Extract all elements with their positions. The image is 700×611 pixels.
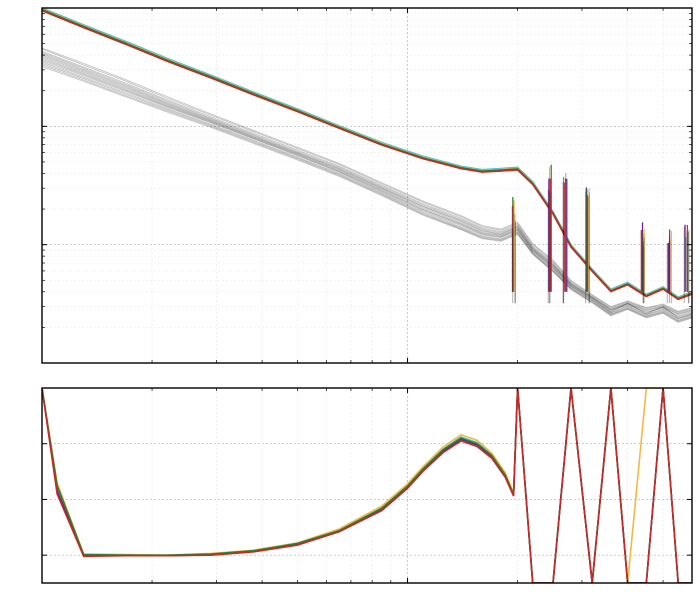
foreground-trace [42, 9, 692, 298]
panel-bottom [42, 388, 692, 583]
background-trace [42, 65, 692, 322]
background-trace [42, 67, 692, 323]
multi-panel-chart [0, 0, 700, 611]
ratio-trace [42, 388, 692, 583]
panel-top [42, 8, 692, 363]
figure-container [0, 0, 700, 611]
foreground-trace [42, 10, 692, 299]
foreground-trace [42, 10, 692, 299]
